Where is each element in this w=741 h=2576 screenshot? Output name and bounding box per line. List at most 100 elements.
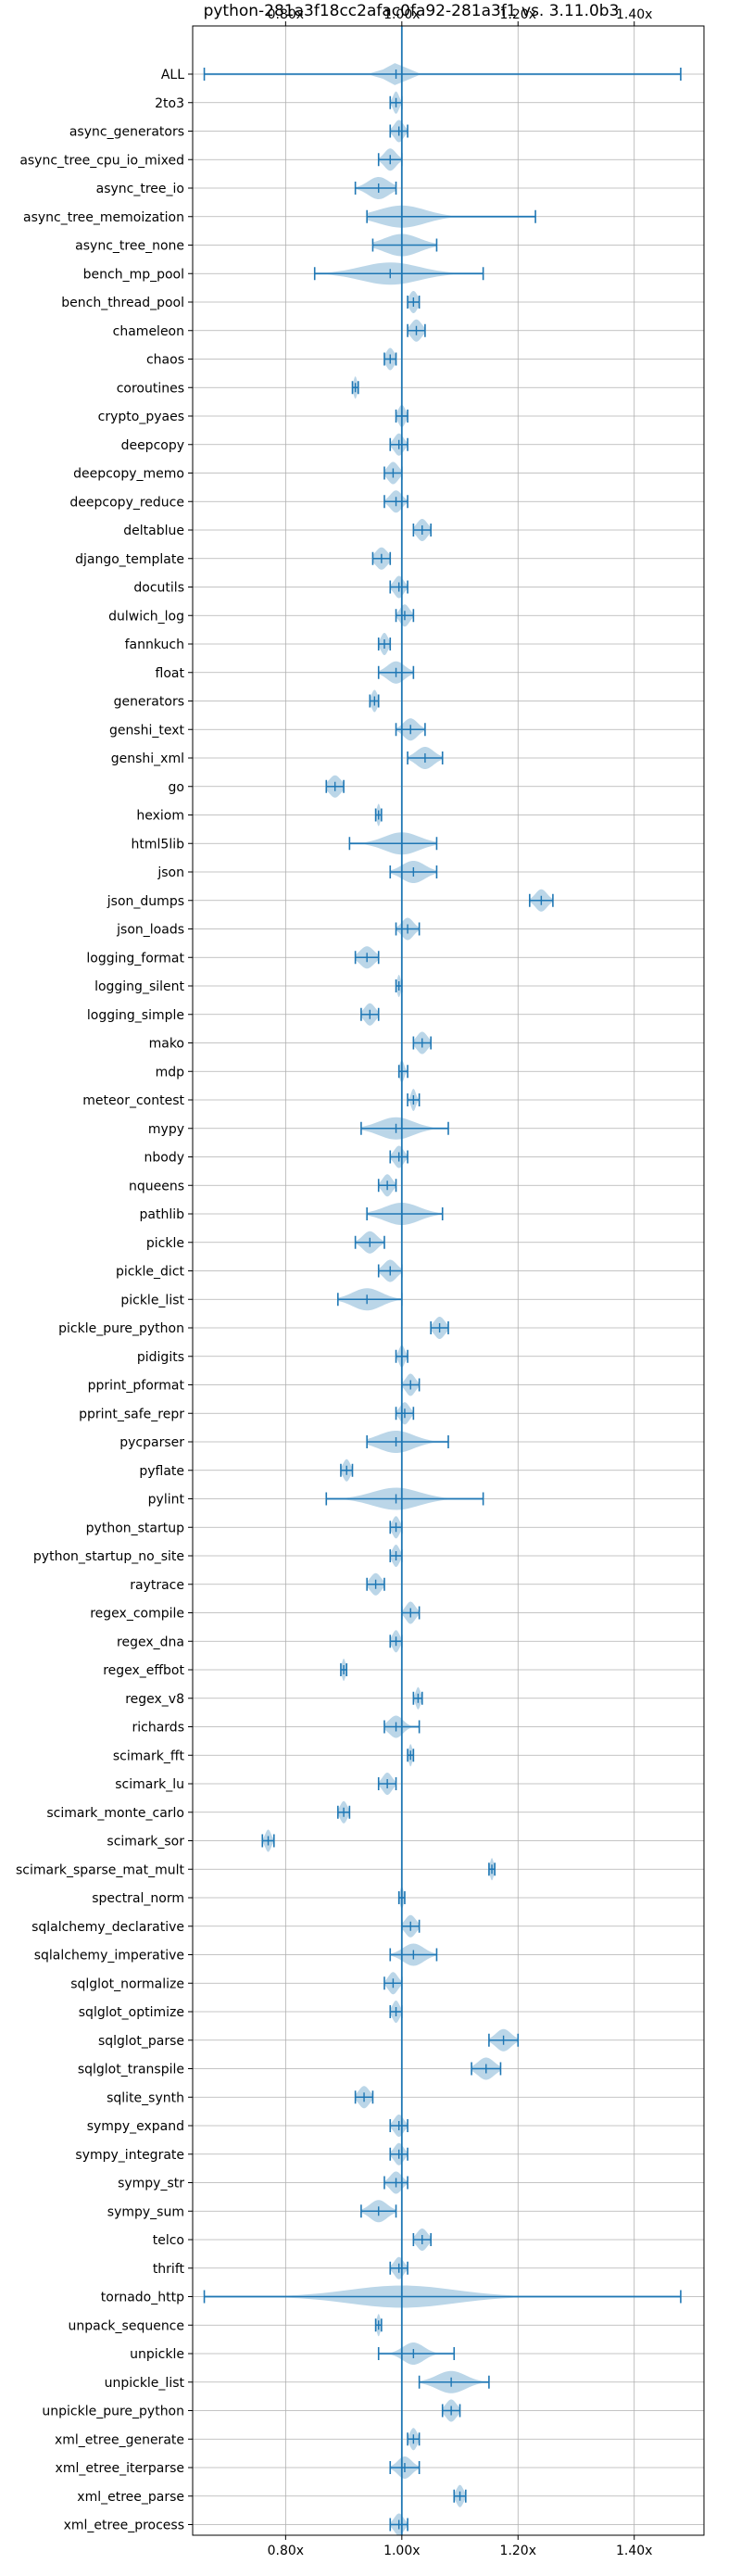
category-label: regex_compile [90, 1607, 184, 1622]
category-label: json [157, 865, 184, 880]
category-label: tornado_http [101, 2291, 184, 2305]
category-label: pathlib [140, 1207, 185, 1222]
chart-title: python-281a3f18cc2afac0fa92-281a3f1 vs. … [204, 2, 620, 20]
category-label: genshi_text [109, 723, 185, 738]
category-label: pprint_pformat [88, 1379, 185, 1394]
category-label: scimark_sparse_mat_mult [16, 1863, 184, 1877]
category-label: logging_silent [94, 979, 184, 994]
category-label: regex_dna [117, 1635, 184, 1649]
category-label: sympy_integrate [75, 2148, 184, 2163]
category-label: bench_mp_pool [83, 267, 184, 282]
category-label: json_dumps [107, 894, 184, 909]
category-label: async_tree_cpu_io_mixed [19, 153, 184, 168]
category-label: deepcopy [121, 438, 184, 453]
category-label: deepcopy_reduce [69, 495, 184, 510]
grid-layer [193, 26, 704, 2535]
category-label: python_startup [86, 1521, 184, 1535]
category-label: xml_etree_generate [55, 2432, 184, 2447]
category-label: nbody [144, 1151, 185, 1166]
category-label: meteor_contest [82, 1093, 184, 1108]
category-label: pickle_pure_python [58, 1321, 184, 1336]
category-label: xml_etree_iterparse [56, 2461, 184, 2476]
x-tick-label-bottom: 1.20x [500, 2544, 536, 2558]
plot-frame [192, 25, 705, 2536]
category-label: float [156, 666, 185, 681]
category-label: thrift [153, 2262, 185, 2277]
category-label: json_loads [116, 923, 184, 938]
category-label: raytrace [130, 1578, 184, 1593]
category-label: pycparser [119, 1435, 184, 1450]
category-label: scimark_lu [115, 1777, 184, 1792]
x-tick-label-bottom: 0.80x [268, 2544, 304, 2558]
category-label: scimark_monte_carlo [46, 1806, 184, 1821]
category-label: django_template [75, 552, 184, 567]
category-label: regex_v8 [125, 1692, 184, 1707]
category-label: deltablue [123, 524, 184, 538]
x-tick-label-top: 1.20x [500, 7, 536, 22]
category-label: mdp [156, 1065, 185, 1080]
category-label: sqlglot_normalize [70, 1976, 184, 1991]
category-label: pickle_list [120, 1293, 184, 1307]
x-tick-label-bottom: 1.40x [616, 2544, 652, 2558]
category-label: sqlglot_parse [98, 2034, 184, 2049]
category-label: sympy_str [118, 2177, 184, 2191]
category-label: async_generators [69, 125, 184, 140]
category-label: python_startup_no_site [33, 1549, 184, 1564]
category-label: hexiom [136, 809, 184, 824]
category-label: chaos [146, 353, 184, 368]
category-label: go [169, 780, 184, 795]
category-label: xml_etree_process [64, 2519, 184, 2533]
category-label: sympy_expand [87, 2119, 184, 2134]
category-label: chameleon [113, 324, 184, 339]
category-label: unpickle [130, 2347, 184, 2362]
category-label: logging_format [86, 951, 184, 966]
category-label: pprint_safe_repr [79, 1407, 184, 1421]
category-label: scimark_sor [107, 1835, 184, 1850]
category-label: xml_etree_parse [77, 2490, 184, 2505]
category-label: sqlalchemy_declarative [31, 1920, 184, 1935]
category-label: richards [132, 1721, 185, 1736]
category-label: async_tree_io [96, 182, 184, 196]
category-label: regex_effbot [103, 1663, 184, 1678]
category-label: pickle_dict [116, 1265, 185, 1280]
category-label: fannkuch [125, 638, 184, 652]
category-label: sqlite_synth [107, 2090, 184, 2105]
category-label: sqlglot_transpile [78, 2063, 184, 2077]
category-label: unpickle_pure_python [42, 2405, 184, 2419]
x-tick-label-top: 0.80x [268, 7, 304, 22]
category-label: docutils [133, 581, 184, 596]
x-tick-label-bottom: 1.00x [383, 2544, 420, 2558]
category-label: telco [153, 2233, 184, 2248]
category-label: sqlalchemy_imperative [34, 1949, 184, 1964]
violin-layer [203, 26, 682, 2536]
category-label: scimark_fft [113, 1749, 185, 1763]
category-label: dulwich_log [108, 609, 184, 624]
category-label: generators [114, 695, 184, 710]
category-label: spectral_norm [92, 1891, 184, 1906]
category-label: sympy_sum [107, 2204, 184, 2219]
category-label: html5lib [132, 837, 185, 852]
category-label: logging_simple [87, 1008, 184, 1023]
category-label: crypto_pyaes [98, 410, 184, 424]
category-label: pidigits [137, 1350, 184, 1365]
category-label: async_tree_memoization [23, 210, 184, 225]
category-label: ALL [161, 68, 184, 82]
axis-layer: 0.80x 0.80x 1.00x 1.00x 1.20x 1.20x 1.40x 1.40x… [16, 7, 652, 2558]
category-label: unpickle_list [105, 2376, 185, 2391]
category-label: sqlglot_optimize [79, 2005, 184, 2020]
category-label: coroutines [117, 381, 184, 396]
category-label: mypy [148, 1122, 184, 1137]
category-label: deepcopy_memo [73, 467, 184, 482]
category-label: 2to3 [155, 96, 184, 111]
x-tick-label-top: 1.00x [383, 7, 420, 22]
category-label: async_tree_none [75, 239, 184, 254]
category-label: genshi_xml [111, 751, 184, 766]
category-label: pylint [148, 1493, 185, 1508]
x-tick-label-top: 1.40x [616, 7, 652, 22]
category-label: unpack_sequence [69, 2318, 184, 2333]
category-label: nqueens [129, 1179, 184, 1193]
category-label: pickle [146, 1236, 184, 1251]
category-label: mako [149, 1037, 184, 1052]
category-label: bench_thread_pool [61, 296, 184, 310]
